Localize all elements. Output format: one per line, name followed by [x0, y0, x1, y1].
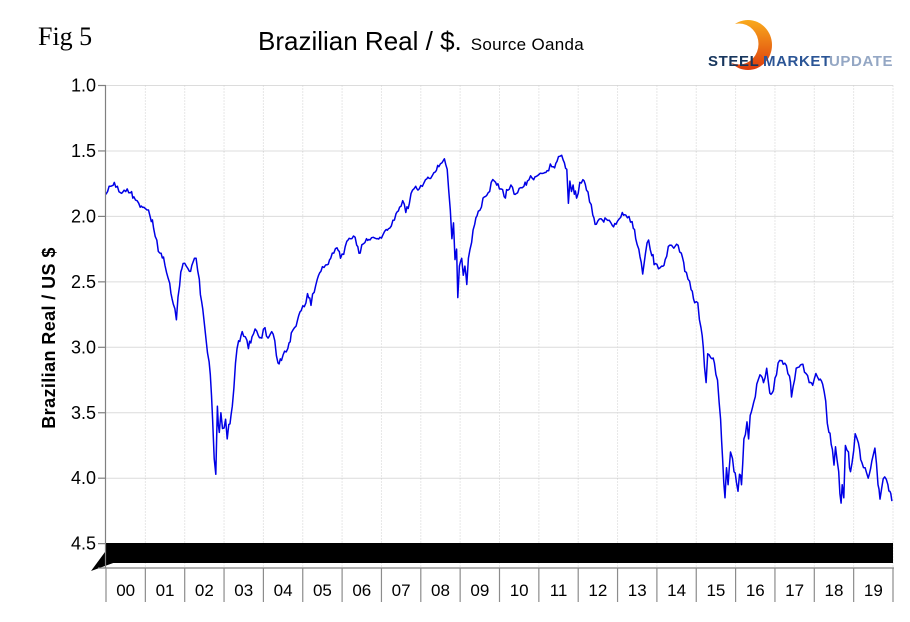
- chart-title: Brazilian Real / $. Source Oanda: [258, 26, 584, 57]
- x-tick-label: 16: [746, 581, 765, 600]
- steel-market-update-logo: STEEL MARKET UPDATE: [700, 14, 893, 78]
- y-tick-label: 4.5: [71, 534, 96, 554]
- x-tick-label: 09: [470, 581, 489, 600]
- exchange-rate-series-line: [105, 154, 893, 504]
- y-tick-label: 1.5: [71, 141, 96, 161]
- y-tick-label: 4.0: [71, 468, 96, 488]
- x-tick-label: 18: [825, 581, 844, 600]
- logo-word-update: UPDATE: [829, 53, 894, 70]
- x-tick-label: 10: [510, 581, 529, 600]
- y-tick-label: 3.0: [71, 337, 96, 357]
- black-marker-bar: [105, 543, 893, 563]
- y-tick-label: 3.5: [71, 403, 96, 423]
- x-tick-label: 02: [195, 581, 214, 600]
- x-tick-label: 05: [313, 581, 332, 600]
- black-marker-bar-tail: [91, 552, 116, 571]
- y-tick-label: 2.0: [71, 206, 96, 226]
- x-tick-label: 17: [785, 581, 804, 600]
- x-tick-label: 07: [392, 581, 411, 600]
- logo-word-market: MARKET: [763, 53, 831, 70]
- logo-crescent-icon: [719, 20, 772, 70]
- x-tick-label: 00: [116, 581, 135, 600]
- figure-label: Fig 5: [38, 22, 93, 51]
- x-tick-label: 14: [667, 581, 686, 600]
- x-tick-label: 15: [706, 581, 725, 600]
- logo-word-steel: STEEL: [708, 53, 760, 70]
- chart-source-note: Source Oanda: [470, 35, 584, 54]
- x-tick-label: 04: [274, 581, 293, 600]
- x-tick-label: 03: [234, 581, 253, 600]
- chart-title-text: Brazilian Real / $.: [258, 26, 462, 56]
- x-tick-label: 13: [628, 581, 647, 600]
- x-tick-label: 12: [588, 581, 607, 600]
- x-tick-label: 01: [156, 581, 175, 600]
- y-tick-label: 1.0: [71, 76, 96, 96]
- x-tick-label: 11: [550, 581, 568, 600]
- x-tick-label: 06: [352, 581, 371, 600]
- x-tick-label: 19: [864, 581, 883, 600]
- x-tick-label: 08: [431, 581, 450, 600]
- y-tick-label: 2.5: [71, 272, 96, 292]
